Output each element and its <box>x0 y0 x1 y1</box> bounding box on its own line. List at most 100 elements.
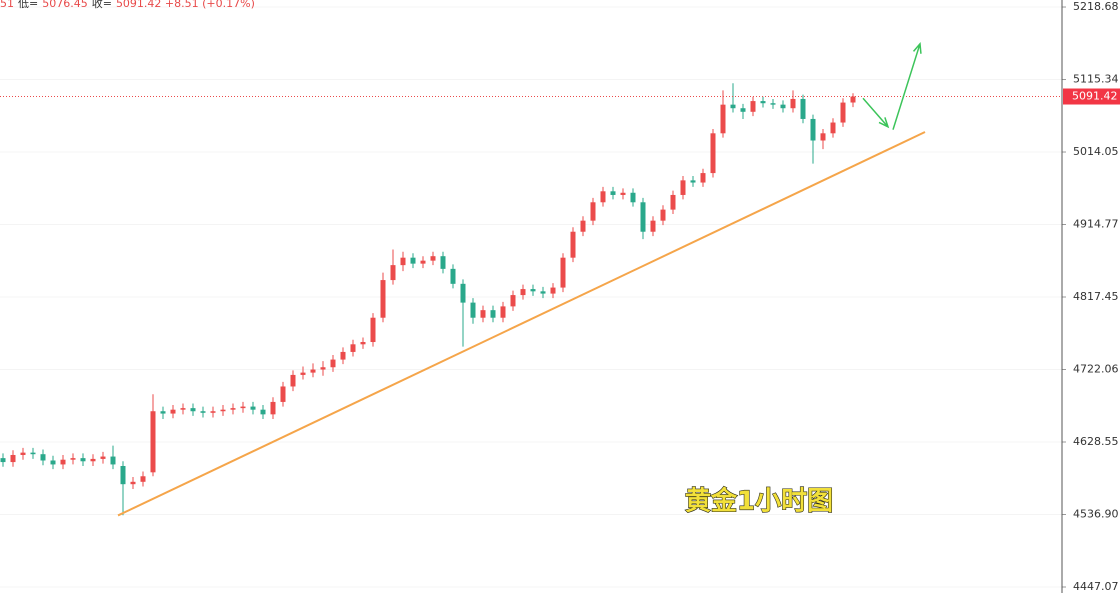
candle-body <box>0 458 6 463</box>
candle-body <box>420 260 426 264</box>
header-part: 51 <box>0 0 14 10</box>
candle-body <box>120 466 126 485</box>
candle-body <box>820 133 826 141</box>
candle-body <box>610 191 616 195</box>
candle-body <box>110 456 116 465</box>
candle-body <box>750 101 756 112</box>
candle-body <box>830 122 836 134</box>
last-price-box <box>1063 88 1120 105</box>
candle-body <box>620 192 626 195</box>
candle-body <box>20 452 26 455</box>
candle-body <box>130 481 136 485</box>
y-tick-label: 4447.07 <box>1073 580 1119 593</box>
candle-body <box>530 289 536 292</box>
candle-body <box>810 118 816 141</box>
y-tick-label: 4914.77 <box>1073 218 1119 231</box>
candle-body <box>30 452 36 455</box>
candle-body <box>850 96 856 103</box>
header-part: 5076.45 <box>42 0 88 10</box>
candle-body <box>680 180 686 195</box>
candle-body <box>410 257 416 264</box>
candle-body <box>290 374 296 387</box>
candle-body <box>80 458 86 462</box>
candle-body <box>440 256 446 269</box>
candle-body <box>580 220 586 232</box>
candle-body <box>460 283 466 303</box>
candle-body <box>300 372 306 375</box>
candle-body <box>150 411 156 473</box>
annotation: 黄金1小时图 <box>685 486 833 517</box>
candle-body <box>270 401 276 415</box>
candle-body <box>730 104 736 109</box>
candle-body <box>520 289 526 296</box>
candle-body <box>570 231 576 258</box>
candle-body <box>350 344 356 352</box>
candle-body <box>390 265 396 281</box>
candle-body <box>790 98 796 109</box>
candle-body <box>650 220 656 232</box>
candle-body <box>560 257 566 288</box>
arrow <box>862 97 890 129</box>
candle-body <box>710 133 716 174</box>
candle-body <box>340 351 346 360</box>
candle-body <box>630 192 636 203</box>
candle-body <box>430 256 436 261</box>
candle-body <box>60 459 66 465</box>
last-price-label: 5091.42 <box>1072 90 1118 103</box>
y-tick-label: 5218.68 <box>1073 0 1119 13</box>
candle-body <box>210 411 216 413</box>
header-part: 低= <box>18 0 38 10</box>
y-tick-label: 5014.05 <box>1073 145 1119 158</box>
candle-body <box>310 369 316 373</box>
arrow <box>892 41 922 130</box>
candle-body <box>360 342 366 345</box>
candle-body <box>490 310 496 318</box>
candle-body <box>140 476 146 482</box>
candle-body <box>10 454 16 463</box>
candle-body <box>720 104 726 134</box>
candle-body <box>740 108 746 112</box>
candle-body <box>220 409 226 412</box>
candle-body <box>500 306 506 318</box>
candle-body <box>380 280 386 318</box>
candle-body <box>200 411 206 413</box>
candle-body <box>320 367 326 370</box>
candle-body <box>670 194 676 210</box>
candle-body <box>160 411 166 414</box>
candle-body <box>770 103 776 105</box>
header-part: 5091.42 +8.51 (+0.17%) <box>116 0 255 10</box>
candle-body <box>330 359 336 368</box>
candle-body <box>600 191 606 203</box>
y-tick-label: 4536.90 <box>1073 507 1119 520</box>
candle-body <box>240 406 246 409</box>
candle-body <box>50 460 56 465</box>
candle-body <box>700 173 706 183</box>
y-tick-label: 4817.45 <box>1073 290 1119 303</box>
candle-body <box>40 454 46 461</box>
candle-body <box>170 409 176 414</box>
candle-body <box>370 317 376 343</box>
header: 51 低= 5076.45 收= 5091.42 +8.51 (+0.17%) <box>0 0 255 10</box>
candle-body <box>400 257 406 266</box>
candle-body <box>690 180 696 183</box>
trendline <box>117 131 926 517</box>
candle-body <box>590 202 596 221</box>
candle-body <box>190 408 196 412</box>
candle-body <box>760 101 766 104</box>
candle-body <box>230 408 236 410</box>
candle-body <box>450 268 456 284</box>
candle-body <box>260 409 266 415</box>
candle-body <box>780 104 786 109</box>
candle-body <box>100 456 106 459</box>
candle-body <box>510 295 516 307</box>
candle-body <box>550 287 556 294</box>
candle-body <box>70 458 76 460</box>
candle-body <box>470 302 476 318</box>
candle-body <box>250 406 256 410</box>
y-tick-label: 4628.55 <box>1073 435 1119 448</box>
candle-body <box>480 310 486 318</box>
candle-body <box>800 98 806 119</box>
candle-body <box>180 408 186 410</box>
y-tick-label: 4722.06 <box>1073 363 1119 376</box>
